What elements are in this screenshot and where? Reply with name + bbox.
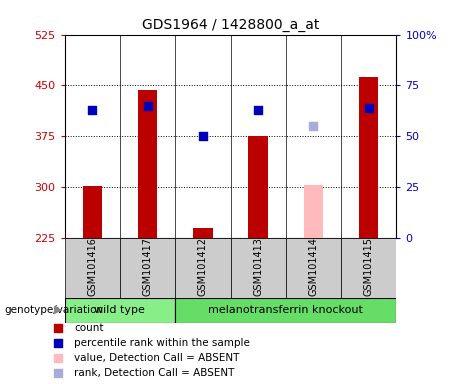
Bar xyxy=(341,238,396,298)
Text: GSM101414: GSM101414 xyxy=(308,237,319,296)
Point xyxy=(54,370,62,376)
Point xyxy=(54,355,62,361)
Bar xyxy=(65,298,175,323)
Point xyxy=(365,105,372,111)
Text: value, Detection Call = ABSENT: value, Detection Call = ABSENT xyxy=(75,353,240,363)
Bar xyxy=(175,298,396,323)
Point xyxy=(54,340,62,346)
Point xyxy=(144,103,151,109)
Bar xyxy=(230,238,286,298)
Bar xyxy=(175,238,230,298)
Text: GSM101415: GSM101415 xyxy=(364,237,374,296)
Text: percentile rank within the sample: percentile rank within the sample xyxy=(75,338,250,348)
Text: GSM101416: GSM101416 xyxy=(87,237,97,296)
Point xyxy=(199,133,207,139)
Text: GSM101417: GSM101417 xyxy=(142,237,153,296)
Text: GSM101412: GSM101412 xyxy=(198,237,208,296)
Bar xyxy=(83,186,102,238)
Bar xyxy=(120,238,175,298)
Bar xyxy=(248,136,268,238)
Bar xyxy=(359,77,378,238)
Bar xyxy=(138,90,157,238)
Point xyxy=(54,325,62,331)
Text: GSM101413: GSM101413 xyxy=(253,237,263,296)
Bar xyxy=(304,185,323,238)
Point xyxy=(89,107,96,113)
Point xyxy=(310,123,317,129)
Text: count: count xyxy=(75,323,104,333)
Point xyxy=(254,107,262,113)
Text: melanotransferrin knockout: melanotransferrin knockout xyxy=(208,305,363,315)
Text: wild type: wild type xyxy=(95,305,145,315)
Bar xyxy=(193,228,213,238)
Bar xyxy=(65,238,120,298)
Text: ▶: ▶ xyxy=(54,305,63,315)
Text: genotype/variation: genotype/variation xyxy=(5,305,104,315)
Title: GDS1964 / 1428800_a_at: GDS1964 / 1428800_a_at xyxy=(142,18,319,32)
Text: rank, Detection Call = ABSENT: rank, Detection Call = ABSENT xyxy=(75,368,235,378)
Bar xyxy=(286,238,341,298)
